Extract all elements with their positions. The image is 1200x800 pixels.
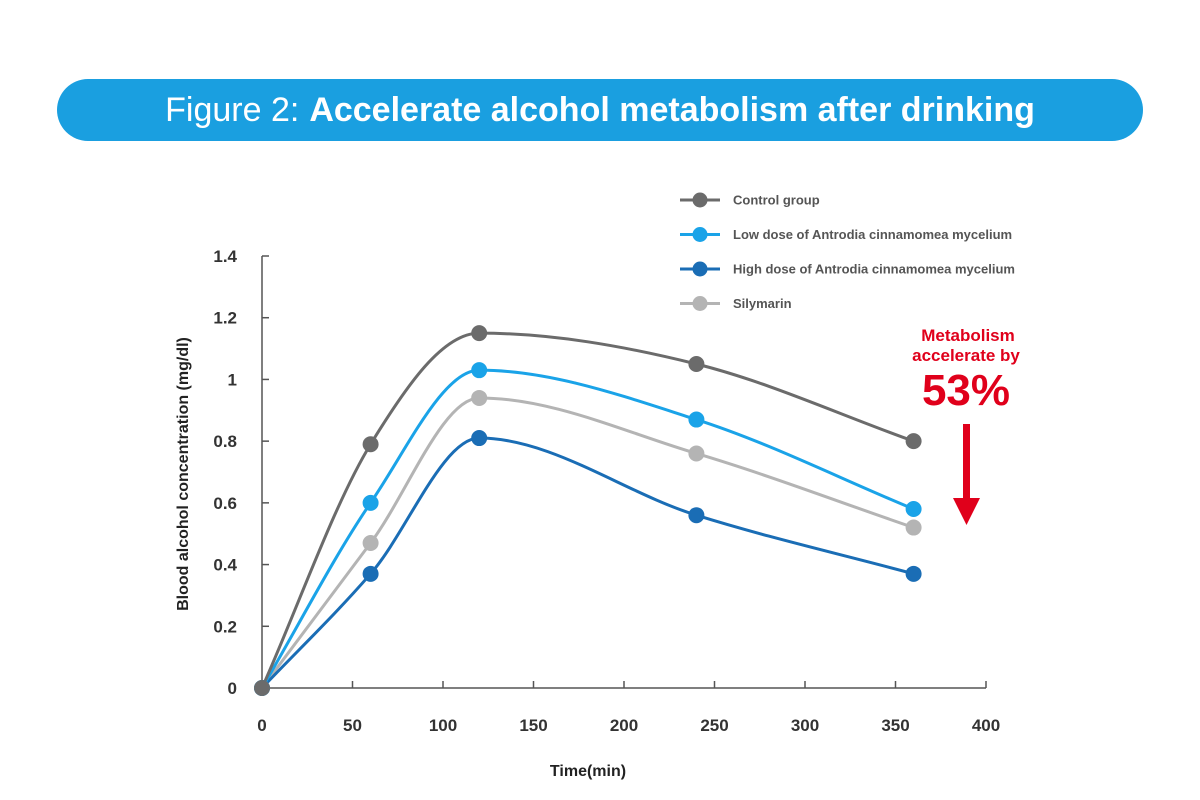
annotation-percentage: 53% (922, 366, 1010, 415)
data-point (362, 534, 379, 551)
data-point (362, 436, 379, 453)
series-line (260, 396, 915, 689)
data-point (688, 445, 705, 462)
y-tick-label: 0 (228, 679, 237, 698)
legend-label: Silymarin (733, 296, 792, 311)
x-tick-label: 0 (257, 716, 266, 735)
y-tick-label: 0.6 (213, 494, 237, 513)
data-point (471, 325, 488, 342)
data-point (254, 680, 270, 696)
x-axis-title: Time(min) (550, 763, 626, 780)
axes: 0 50 100 150 200 250 300 350 400 0 0.2 0.4 0.6 0.8 1 1.… (175, 247, 1000, 780)
legend-label: High dose of Antrodia cinnamomea myceliu… (733, 262, 1015, 277)
data-point (362, 565, 379, 582)
data-point (688, 411, 705, 428)
x-tick-label: 150 (519, 716, 547, 735)
annotation-line-2: accelerate by (912, 346, 1020, 365)
series-group (254, 325, 922, 696)
down-arrow-icon (953, 498, 980, 525)
y-tick-label: 0.8 (213, 432, 237, 451)
legend-swatch-marker (692, 261, 708, 277)
data-point (362, 494, 379, 511)
x-tick-label: 50 (343, 716, 362, 735)
legend-swatch-marker (692, 296, 708, 311)
legend-swatch-marker (692, 192, 708, 208)
y-tick-label: 0.4 (213, 556, 237, 575)
x-tick-label: 250 (700, 716, 728, 735)
y-tick-label: 0.2 (213, 617, 237, 636)
y-tick-label: 1.2 (213, 309, 237, 328)
figure-title-banner: Figure 2: Accelerate alcohol metabolism … (57, 79, 1143, 141)
data-point (905, 519, 922, 536)
x-tick-label: 350 (881, 716, 909, 735)
figure-title: Accelerate alcohol metabolism after drin… (309, 90, 1035, 129)
x-tick-label: 100 (429, 716, 457, 735)
data-point (688, 356, 705, 372)
y-tick-label: 1.4 (213, 247, 237, 266)
data-point (471, 362, 488, 379)
series-line (260, 436, 914, 690)
data-point (905, 501, 922, 518)
legend-swatch-marker (692, 227, 708, 242)
annotation-line-1: Metabolism (921, 326, 1015, 345)
data-point (471, 389, 488, 406)
data-point (905, 433, 922, 450)
legend-label: Low dose of Antrodia cinnamomea mycelium (733, 227, 1012, 242)
metabolism-annotation: Metabolism accelerate by 53% (912, 326, 1020, 525)
data-point (905, 565, 922, 582)
y-axis-title: Blood alcohol concentration (mg/dl) (175, 337, 192, 611)
legend: Control group Low dose of Antrodia cinnam… (680, 192, 1015, 311)
data-point (471, 430, 488, 447)
x-tick-label: 300 (791, 716, 819, 735)
figure-number: Figure 2: (165, 90, 300, 129)
legend-label: Control group (733, 193, 820, 208)
x-tick-label: 400 (972, 716, 1000, 735)
y-tick-label: 1 (228, 370, 237, 389)
down-arrow-shaft (963, 424, 970, 500)
data-point (688, 507, 705, 524)
x-tick-label: 200 (610, 716, 638, 735)
